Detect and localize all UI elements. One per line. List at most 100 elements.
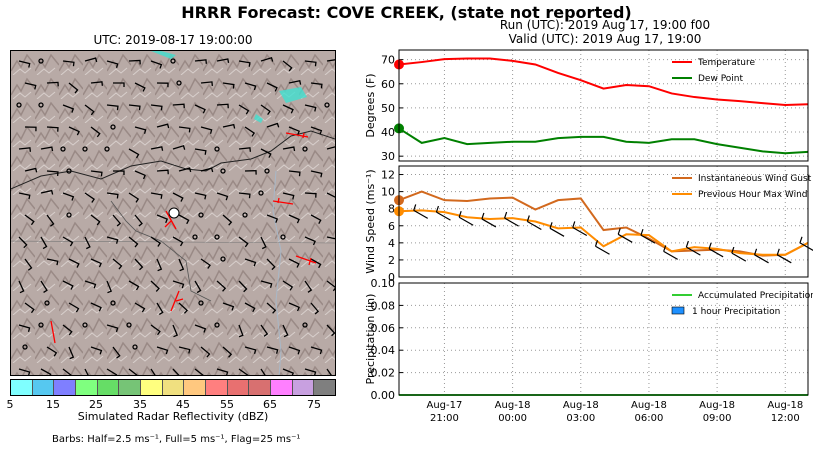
wind-barb (46, 258, 59, 266)
legend-swatch (671, 306, 685, 315)
calm-wind-marker (214, 322, 220, 328)
ytick-label: 0.00 (371, 389, 396, 402)
wind-barb (90, 258, 102, 268)
calm-wind-marker (258, 190, 264, 196)
wind-barb (238, 192, 251, 199)
wind-barb (194, 192, 207, 200)
valid-title: Valid (UTC): 2019 Aug 17, 19:00 (508, 32, 702, 46)
wind-barb (156, 214, 169, 224)
wind-barb (106, 368, 118, 375)
wind-barb (326, 146, 335, 150)
calm-wind-marker (324, 102, 330, 108)
wind-barb (288, 258, 300, 268)
calm-wind-marker (170, 58, 176, 64)
wind-barb (753, 248, 769, 264)
wind-barb (90, 126, 101, 138)
wind-barb (62, 192, 75, 201)
wind-barb (194, 59, 207, 64)
wind-barb (112, 170, 125, 176)
plot-area (399, 50, 808, 161)
wind-barb (200, 126, 213, 134)
wind-barb (156, 302, 164, 316)
legend-label: Previous Hour Max Wind (698, 190, 808, 200)
wind-barb (194, 324, 207, 333)
wind-barb (288, 79, 302, 85)
wind-barb (40, 280, 48, 293)
wind-barb (172, 144, 186, 150)
wind-barb (238, 368, 249, 375)
wind-barb (326, 324, 335, 337)
wind-barb (128, 280, 140, 291)
wind-barb (62, 60, 75, 67)
wind-barb (106, 236, 119, 244)
wind-barb (194, 104, 206, 114)
xtick-label-date: Aug-18 (699, 400, 735, 411)
plot-frame (398, 165, 809, 278)
colorbar-cell (184, 380, 207, 395)
wind-barb (282, 368, 295, 375)
ytick-label: 0.04 (371, 344, 396, 357)
xtick-label-date: Aug-17 (427, 400, 463, 411)
wind-barb (266, 346, 279, 354)
calm-wind-marker (38, 102, 44, 108)
wind-barb (62, 280, 74, 290)
wind-barb (90, 170, 103, 177)
wind-barb (40, 189, 54, 195)
calm-wind-marker (66, 212, 72, 218)
wind-barb (106, 60, 119, 68)
calm-wind-marker (220, 256, 226, 262)
wind-barb (288, 302, 300, 312)
wind-barb (134, 170, 146, 180)
wind-barb (200, 81, 213, 86)
ytick-label: 4 (388, 237, 395, 250)
wind-barb (304, 104, 317, 112)
wind-barb (238, 280, 248, 293)
wind-barb (156, 169, 169, 175)
wind-barb (266, 82, 278, 92)
wind-barb (244, 126, 256, 137)
series-line (398, 190, 809, 257)
wind-barb (18, 236, 28, 249)
ytick-label: 2 (388, 254, 395, 267)
wind-barb (128, 236, 139, 248)
colorbar-cell (54, 380, 77, 395)
wind-barb (68, 258, 80, 268)
wind-barb (68, 82, 79, 94)
wind-barb (156, 346, 169, 355)
legend-label: Temperature (697, 58, 755, 68)
colorbar-cell (314, 380, 336, 395)
wind-barb (288, 214, 300, 224)
wind-barb (68, 126, 80, 136)
wind-barb (282, 192, 295, 200)
calm-wind-marker (38, 58, 44, 64)
wind-barb (435, 205, 451, 221)
wind-barb (310, 126, 323, 135)
wind-barb (90, 214, 101, 226)
wind-barb (128, 368, 138, 375)
calm-wind-marker (220, 168, 226, 174)
colorbar-cell (227, 380, 250, 395)
wind-barb (282, 146, 296, 152)
wind-barb (685, 240, 701, 256)
colorbar-cell (206, 380, 228, 395)
wind-barb (526, 215, 542, 231)
ytick-label: 8 (388, 203, 395, 216)
xtick-label-time: 00:00 (498, 413, 527, 424)
wind-barb (112, 214, 122, 227)
wind-barb (46, 126, 59, 132)
wind-barb (172, 192, 184, 202)
ytick-label: 12 (381, 169, 395, 182)
wind-barb (24, 82, 37, 90)
wind-barb (310, 214, 322, 225)
wind-barb (172, 280, 185, 289)
wind-barb (310, 82, 323, 89)
wind-barb (222, 123, 236, 129)
wind-barb (260, 56, 274, 62)
wind-barb (40, 236, 48, 250)
wind-barb (244, 82, 257, 91)
calm-wind-marker (104, 146, 110, 152)
wind-barb (260, 148, 272, 158)
wind-barb (24, 258, 33, 271)
calm-wind-marker (302, 146, 308, 152)
wind-barb (304, 280, 313, 293)
